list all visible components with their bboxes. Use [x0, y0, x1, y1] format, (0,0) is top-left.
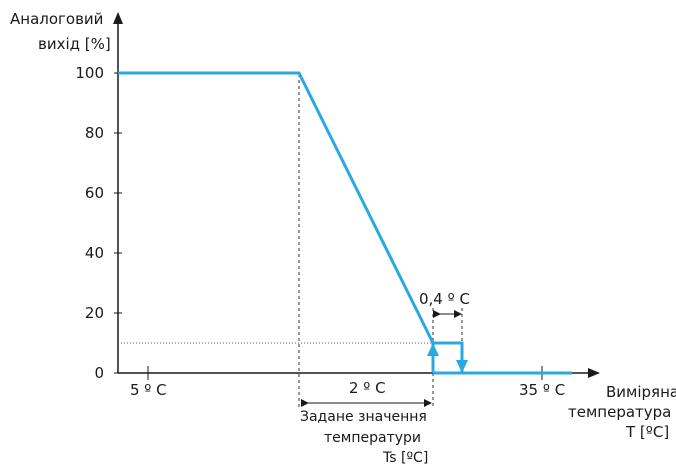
y-axis-arrow-icon — [113, 12, 123, 24]
y-tick-label: 20 — [85, 304, 104, 322]
band-label: 2 º C — [349, 379, 386, 397]
y-axis-label-line1: Аналоговий — [10, 10, 103, 28]
y-tick-label: 60 — [85, 184, 104, 202]
y-tick-label: 80 — [85, 124, 104, 142]
x-axis-label-line2: температура — [568, 403, 671, 421]
x-tick-label-5: 5 º C — [130, 381, 167, 399]
y-axis-label-line2: вихід [%] — [38, 35, 111, 53]
arrow-down-icon — [456, 360, 468, 373]
x-axis-label-line1: Виміряна — [606, 383, 676, 401]
setpoint-label-line3: Ts [ºC] — [382, 450, 428, 466]
y-tick-label: 100 — [75, 64, 104, 82]
output-curve — [118, 71, 464, 375]
y-ticks: 0 20 40 60 80 100 — [75, 64, 122, 382]
x-axis-arrow-icon — [588, 368, 600, 378]
x-axis-label-line3: T [ºC] — [625, 423, 669, 441]
hysteresis-label: 0,4 º C — [419, 290, 470, 308]
x-tick-label-35: 35 º C — [519, 381, 565, 399]
y-tick-label: 40 — [85, 244, 104, 262]
setpoint-label-line2: температури — [324, 430, 421, 446]
arrow-up-icon — [427, 343, 439, 356]
setpoint-label-line1: Задане значення — [300, 409, 427, 425]
y-tick-label: 0 — [94, 364, 104, 382]
